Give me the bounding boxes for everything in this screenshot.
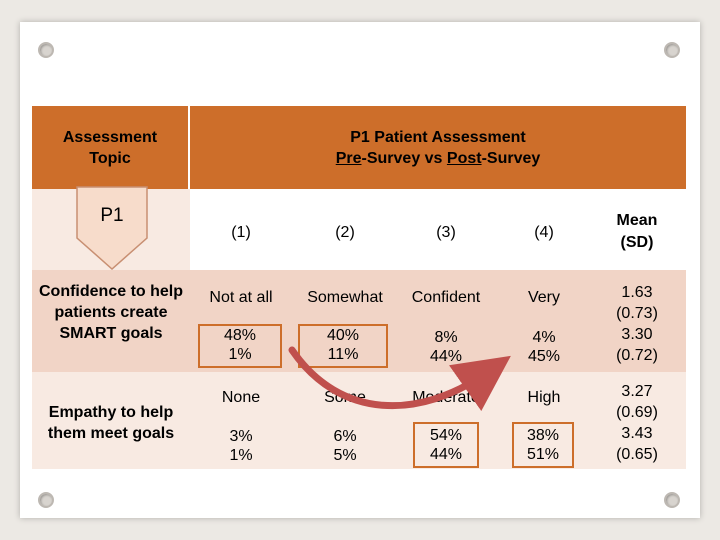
topic-empathy: Empathy to help them meet goals xyxy=(47,404,175,442)
result-cell: 48% 1% xyxy=(198,324,282,368)
result-cell: 3% 1% xyxy=(229,428,253,464)
scale-label: Confident xyxy=(411,289,481,306)
scale-label: Moderate xyxy=(412,389,480,406)
mean-sd-cell: 1.63 (0.73) 3.30 (0.72) xyxy=(616,284,658,364)
column-header: (1) xyxy=(231,224,251,241)
column-header: (3) xyxy=(436,224,456,241)
binder-hole-icon xyxy=(664,42,680,58)
result-cell: 38% 51% xyxy=(512,422,574,468)
scale-label: Very xyxy=(527,289,560,306)
mean-header: Mean (SD) xyxy=(616,212,658,251)
scale-label: Some xyxy=(324,389,366,406)
binder-hole-icon xyxy=(38,492,54,508)
topic-header: Assessment Topic xyxy=(32,106,188,189)
p1-chevron-tag xyxy=(76,186,148,270)
assessment-subtitle: Pre-Survey vs Post-Survey xyxy=(335,149,541,167)
result-cell: 40% 11% xyxy=(298,324,388,368)
binder-hole-icon xyxy=(664,492,680,508)
column-header: (4) xyxy=(534,224,554,241)
result-cell: 6% 5% xyxy=(333,428,357,464)
scale-label: Somewhat xyxy=(307,289,383,306)
topic-confidence: Confidence to help patients create SMART… xyxy=(39,283,183,342)
mean-sd-cell: 3.27 (0.69) 3.43 (0.65) xyxy=(616,383,658,463)
topic-header-label: Assessment Topic xyxy=(62,128,158,167)
p1-label: P1 xyxy=(100,205,124,226)
binder-hole-icon xyxy=(38,42,54,58)
scale-label: High xyxy=(527,389,561,406)
scale-label: Not at all xyxy=(209,289,273,306)
result-cell: 4% 45% xyxy=(527,329,561,365)
assessment-header: P1 Patient Assessment Pre-Survey vs Post… xyxy=(190,106,686,189)
result-cell: 54% 44% xyxy=(413,422,479,468)
assessment-title: P1 Patient Assessment xyxy=(350,128,526,146)
scale-label: None xyxy=(221,389,261,406)
result-cell: 8% 44% xyxy=(429,329,463,365)
column-header: (2) xyxy=(335,224,355,241)
